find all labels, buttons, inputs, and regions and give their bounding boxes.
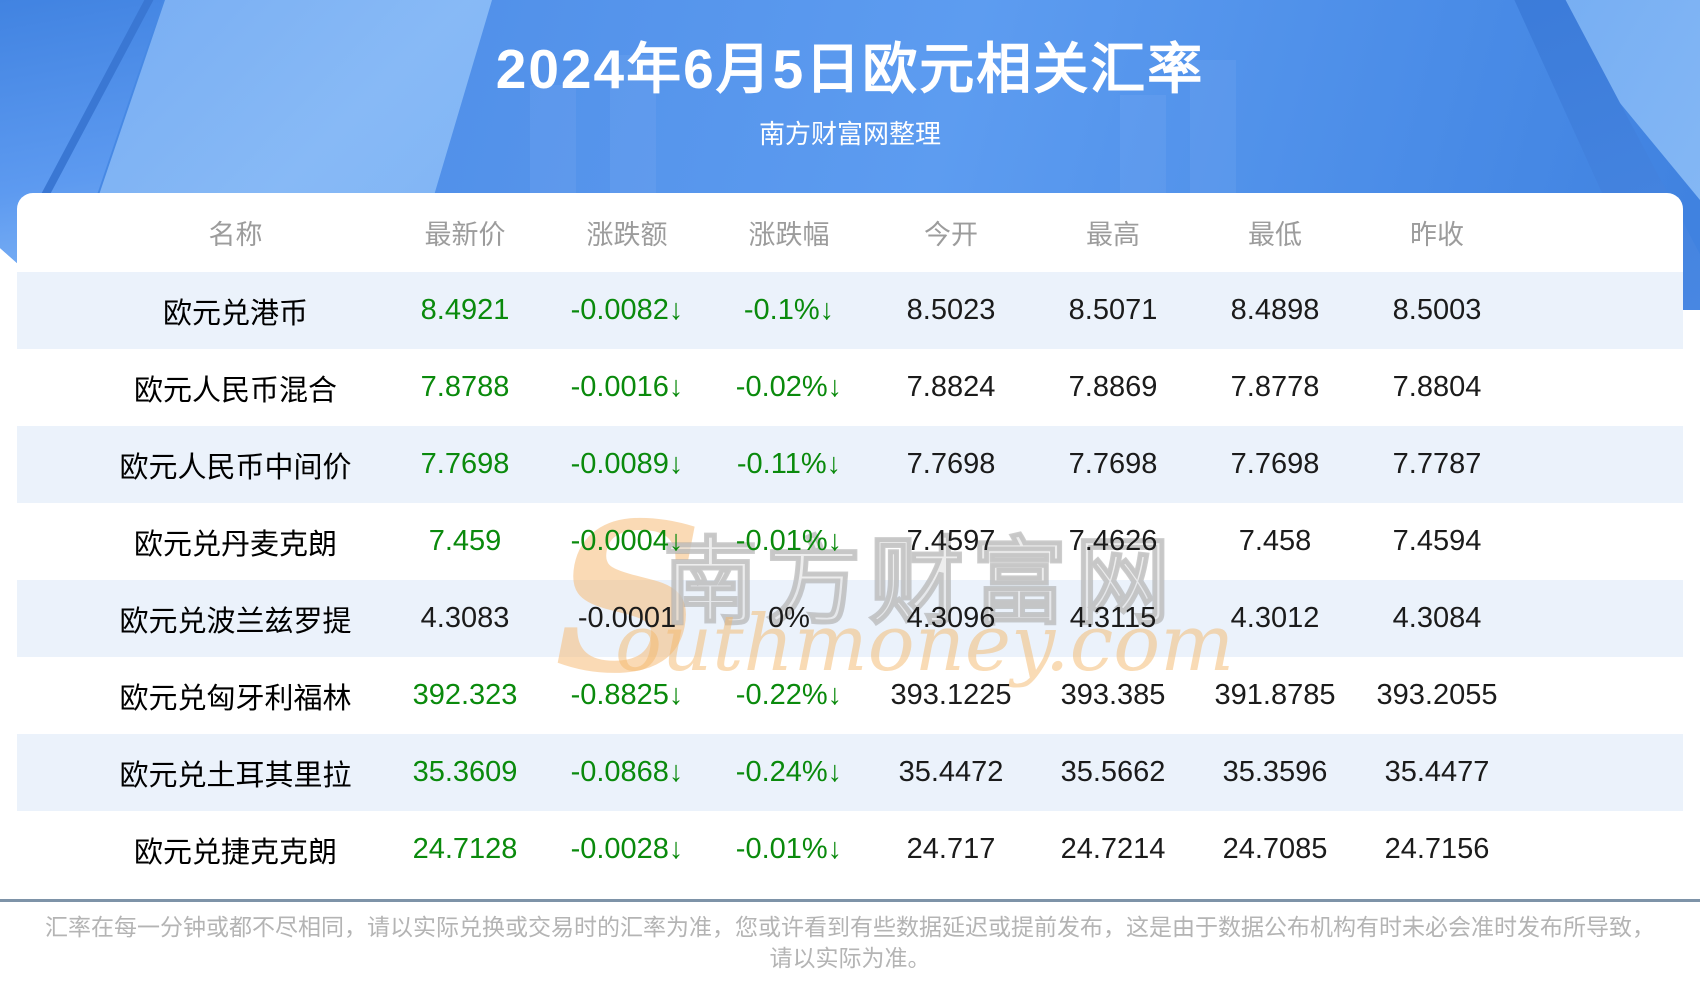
table-row: 欧元兑丹麦克朗 7.459 -0.0004↓ -0.01%↓ 7.4597 7.… [17,503,1683,580]
disclaimer-line-1: 汇率在每一分钟或都不尽相同，请以实际兑换或交易时的汇率为准，您或许看到有些数据延… [45,914,1655,940]
cell-change-percent: -0.24%↓ [735,756,843,788]
cell-change-percent: -0.22%↓ [735,679,843,711]
table-row: 欧元兑土耳其里拉 35.3609 -0.0868↓ -0.24%↓ 35.447… [17,734,1683,811]
cell-prev-close: 7.4594 [1392,525,1482,557]
cell-high: 7.4626 [1068,525,1158,557]
cell-high: 35.5662 [1060,756,1166,788]
footer-disclaimer: 汇率在每一分钟或都不尽相同，请以实际兑换或交易时的汇率为准，您或许看到有些数据延… [0,912,1700,974]
table-row: 欧元兑捷克克朗 24.7128 -0.0028↓ -0.01%↓ 24.717 … [17,811,1683,888]
column-header-change-percent: 涨跌幅 [748,220,830,250]
cell-high: 24.7214 [1060,833,1166,865]
column-header-high: 最高 [1086,220,1140,250]
cell-last-price: 392.323 [412,679,518,711]
cell-change-percent: -0.1%↓ [743,294,835,326]
cell-high: 7.7698 [1068,448,1158,480]
cell-change-amount: -0.0028↓ [570,833,684,865]
cell-prev-close: 8.5003 [1392,294,1482,326]
disclaimer-line-2: 请以实际为准。 [769,945,931,971]
cell-change-amount: -0.0004↓ [570,525,684,557]
column-header-prev-close: 昨收 [1410,220,1464,250]
column-header-low: 最低 [1248,220,1302,250]
cell-low: 24.7085 [1222,833,1328,865]
cell-open: 8.5023 [906,294,996,326]
cell-low: 7.8778 [1230,371,1320,403]
cell-name: 欧元兑土耳其里拉 [119,759,352,792]
column-header-open: 今开 [924,220,978,250]
cell-change-amount: -0.8825↓ [570,679,684,711]
cell-last-price: 35.3609 [412,756,518,788]
table-body: 欧元兑港币 8.4921 -0.0082↓ -0.1%↓ 8.5023 8.50… [17,272,1683,888]
cell-prev-close: 24.7156 [1384,833,1490,865]
cell-open: 393.1225 [890,679,1012,711]
footer-divider [0,899,1700,902]
cell-prev-close: 4.3084 [1392,602,1482,634]
page-title: 2024年6月5日欧元相关汇率 [495,38,1205,100]
cell-change-amount: -0.0082↓ [570,294,684,326]
cell-name: 欧元兑丹麦克朗 [133,528,337,561]
cell-low: 4.3012 [1230,602,1320,634]
cell-change-percent: -0.01%↓ [735,833,843,865]
column-header-last-price: 最新价 [424,220,506,250]
cell-name: 欧元人民币混合 [133,374,337,407]
cell-prev-close: 393.2055 [1376,679,1498,711]
cell-last-price: 7.8788 [420,371,510,403]
cell-low: 391.8785 [1214,679,1336,711]
cell-prev-close: 7.7787 [1392,448,1482,480]
cell-open: 7.7698 [906,448,996,480]
table-row: 欧元人民币混合 7.8788 -0.0016↓ -0.02%↓ 7.8824 7… [17,349,1683,426]
cell-name: 欧元兑匈牙利福林 [119,682,352,715]
cell-name: 欧元兑捷克克朗 [133,836,337,869]
cell-name: 欧元兑波兰兹罗提 [119,605,352,638]
cell-change-percent: -0.02%↓ [735,371,843,403]
cell-change-percent: 0% [768,602,810,634]
cell-low: 8.4898 [1230,294,1320,326]
cell-last-price: 24.7128 [412,833,518,865]
cell-open: 7.4597 [906,525,996,557]
cell-high: 393.385 [1060,679,1166,711]
table-row: 欧元兑匈牙利福林 392.323 -0.8825↓ -0.22%↓ 393.12… [17,657,1683,734]
cell-name: 欧元人民币中间价 [119,451,352,484]
page-subtitle: 南方财富网整理 [758,119,941,149]
cell-open: 24.717 [906,833,996,865]
cell-low: 7.7698 [1230,448,1320,480]
cell-change-amount: -0.0016↓ [570,371,684,403]
table-row: 欧元兑港币 8.4921 -0.0082↓ -0.1%↓ 8.5023 8.50… [17,272,1683,349]
column-header-change-amount: 涨跌额 [586,220,668,250]
table-row: 欧元人民币中间价 7.7698 -0.0089↓ -0.11%↓ 7.7698 … [17,426,1683,503]
cell-name: 欧元兑港币 [162,297,308,330]
column-header-name: 名称 [208,220,263,250]
cell-last-price: 8.4921 [420,294,510,326]
cell-open: 4.3096 [906,602,996,634]
cell-last-price: 7.7698 [420,448,510,480]
cell-high: 7.8869 [1068,371,1158,403]
cell-change-percent: -0.11%↓ [736,448,842,480]
cell-change-amount: -0.0089↓ [570,448,684,480]
table-header-row: 名称 最新价 涨跌额 涨跌幅 今开 最高 最低 昨收 [17,193,1683,272]
cell-open: 7.8824 [906,371,996,403]
rates-card: 名称 最新价 涨跌额 涨跌幅 今开 最高 最低 昨收 欧元兑港币 8.4921 … [17,193,1683,888]
cell-change-percent: -0.01%↓ [735,525,843,557]
cell-high: 4.3115 [1069,602,1157,634]
table-row: 欧元兑波兰兹罗提 4.3083 -0.0001 0% 4.3096 4.3115… [17,580,1683,657]
cell-last-price: 4.3083 [420,602,510,634]
cell-high: 8.5071 [1068,294,1158,326]
cell-low: 7.458 [1238,525,1312,557]
cell-low: 35.3596 [1222,756,1328,788]
cell-change-amount: -0.0868↓ [570,756,684,788]
cell-prev-close: 7.8804 [1392,371,1482,403]
cell-open: 35.4472 [898,756,1004,788]
cell-change-amount: -0.0001 [577,602,677,634]
cell-last-price: 7.459 [428,525,502,557]
cell-prev-close: 35.4477 [1384,756,1490,788]
